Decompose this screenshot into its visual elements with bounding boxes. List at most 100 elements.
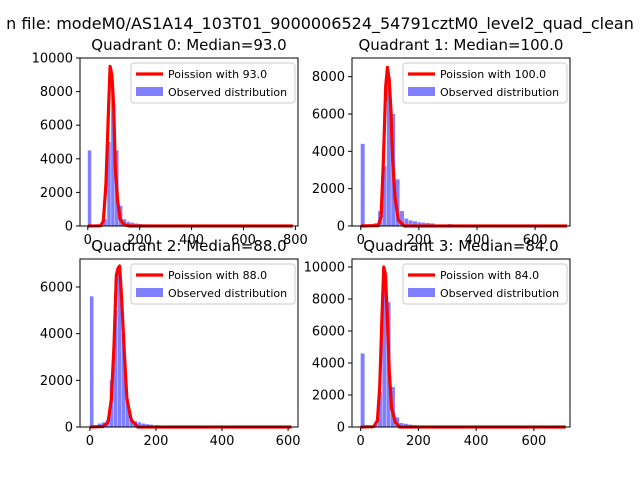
y-tick-label: 6000 — [40, 119, 73, 134]
axes-frame — [351, 258, 571, 428]
observed-bar — [399, 211, 404, 226]
x-tick-label: 600 — [231, 233, 256, 248]
observed-bar — [121, 333, 126, 427]
observed-bar — [360, 353, 365, 427]
y-tick-label: 6000 — [40, 281, 73, 296]
x-tick-label: 600 — [276, 434, 301, 449]
observed-bar — [89, 296, 94, 427]
observed-bar — [126, 221, 131, 226]
legend-observed-swatch — [408, 87, 435, 96]
x-tick-label: 0 — [357, 233, 365, 248]
observed-bar — [141, 423, 145, 427]
subplot-title: Quadrant 2: Median=88.0 — [91, 237, 286, 255]
y-tick-label: 4000 — [40, 327, 73, 342]
observed-bar — [130, 222, 135, 226]
legend-observed-label: Observed distribution — [168, 86, 287, 99]
x-tick-label: 200 — [406, 233, 431, 248]
legend-observed-swatch — [136, 288, 163, 297]
observed-bar — [408, 220, 413, 226]
y-tick-label: 8000 — [312, 293, 345, 308]
y-tick-label: 2000 — [40, 186, 73, 201]
y-tick-label: 6000 — [312, 325, 345, 340]
y-tick-label: 4000 — [312, 145, 345, 160]
x-tick-label: 400 — [179, 233, 204, 248]
legend-poisson-label: Poission with 84.0 — [440, 269, 539, 282]
x-tick-label: 0 — [84, 233, 92, 248]
legend-box — [402, 263, 568, 305]
y-tick-label: 2000 — [312, 389, 345, 404]
y-tick-label: 8000 — [312, 70, 345, 85]
y-tick-label: 0 — [65, 220, 73, 235]
observed-bar — [404, 218, 409, 226]
observed-bar — [382, 166, 387, 226]
x-tick-label: 600 — [523, 233, 548, 248]
x-tick-label: 200 — [127, 233, 152, 248]
legend-poisson-label: Poission with 93.0 — [168, 68, 267, 81]
observed-bar — [103, 219, 107, 226]
y-tick-label: 0 — [337, 220, 345, 235]
observed-bar — [360, 143, 365, 226]
observed-bar — [417, 222, 422, 226]
observed-bar — [382, 283, 387, 427]
axes-frame — [351, 57, 571, 227]
x-tick-label: 800 — [283, 233, 308, 248]
x-tick-label: 0 — [357, 434, 365, 449]
poisson-curve — [360, 65, 568, 228]
observed-bar — [111, 91, 115, 226]
legend-observed-label: Observed distribution — [440, 86, 559, 99]
y-tick-label: 6000 — [312, 108, 345, 123]
y-tick-label: 0 — [65, 421, 73, 436]
y-tick-label: 2000 — [40, 374, 73, 389]
y-tick-label: 8000 — [40, 85, 73, 100]
poisson-curve — [360, 265, 566, 429]
subplot-title: Quadrant 0: Median=93.0 — [91, 36, 286, 54]
subplot-title: Quadrant 3: Median=84.0 — [363, 237, 558, 255]
observed-bar — [125, 399, 130, 427]
subplot-title: Quadrant 1: Median=100.0 — [359, 36, 564, 54]
subplot-quadrant-3: 0 200 400 6000200040006000800010000Quadrant… — [304, 237, 571, 449]
legend-poisson-label: Poission with 88.0 — [168, 269, 267, 282]
poisson-curve — [89, 264, 292, 429]
y-tick-label: 10000 — [32, 52, 73, 67]
observed-bar — [377, 391, 382, 427]
figure-suptitle: n file: modeM0/AS1A14_103T01_9000006524_… — [6, 14, 634, 34]
subplot-quadrant-0: 0 200 400 600 8000200040006000800010000Quadr… — [32, 36, 308, 248]
x-tick-label: 200 — [144, 434, 169, 449]
subplot-grid: 0 200 400 600 8000200040006000800010000Quadr… — [32, 36, 571, 449]
observed-bar — [107, 142, 111, 226]
y-tick-label: 2000 — [312, 182, 345, 197]
x-tick-label: 400 — [465, 233, 490, 248]
x-tick-label: 400 — [464, 434, 489, 449]
legend-observed-label: Observed distribution — [440, 287, 559, 300]
legend-observed-label: Observed distribution — [168, 287, 287, 300]
observed-bar — [113, 310, 118, 427]
observed-bar — [399, 423, 404, 427]
y-tick-label: 4000 — [40, 152, 73, 167]
observed-bar — [395, 179, 400, 226]
observed-bar — [117, 268, 122, 427]
axes-frame — [79, 258, 299, 428]
axes-frame — [79, 57, 299, 227]
legend-box — [130, 263, 296, 305]
y-tick-label: 0 — [337, 421, 345, 436]
observed-bar — [87, 150, 92, 226]
legend-box — [402, 62, 568, 104]
observed-bar — [137, 422, 142, 427]
observed-bar — [413, 221, 417, 226]
y-tick-label: 10000 — [304, 261, 345, 276]
legend-box — [130, 62, 296, 104]
x-tick-label: 400 — [210, 434, 235, 449]
x-tick-label: 200 — [406, 434, 431, 449]
legend-observed-swatch — [136, 87, 163, 96]
legend-poisson-label: Poission with 100.0 — [440, 68, 546, 81]
x-tick-label: 0 — [86, 434, 94, 449]
poisson-curve — [87, 64, 293, 228]
x-tick-label: 600 — [521, 434, 546, 449]
observed-bar — [421, 222, 426, 226]
y-tick-label: 4000 — [312, 357, 345, 372]
legend-observed-swatch — [408, 288, 435, 297]
observed-bar — [386, 76, 391, 226]
